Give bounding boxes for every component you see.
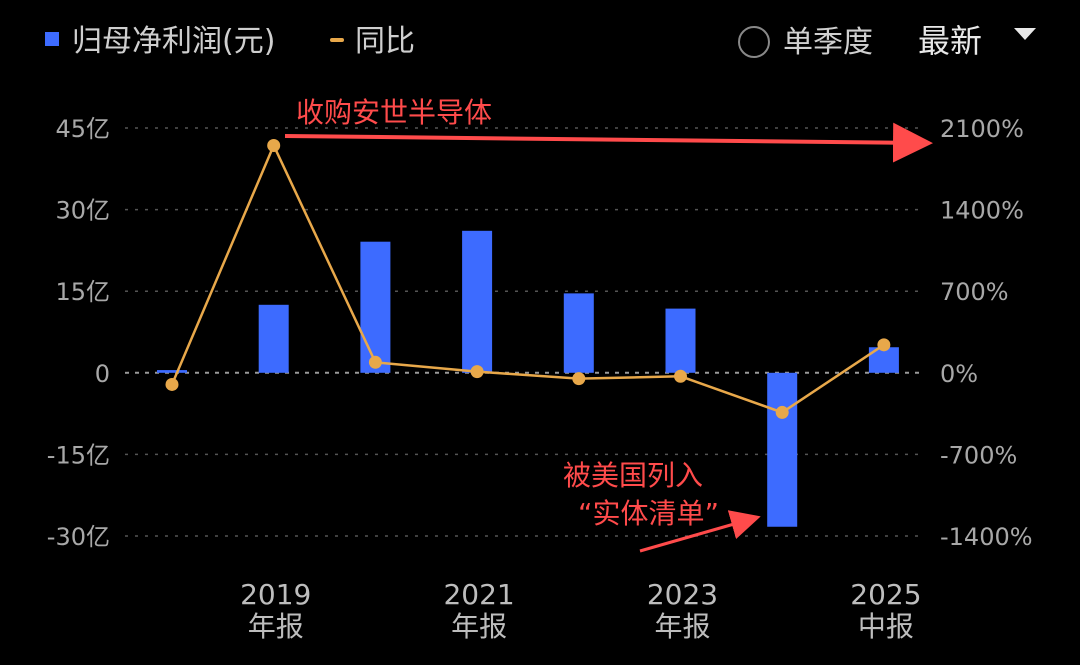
bar: [563, 293, 594, 373]
left-tick-label: -30亿: [47, 523, 110, 551]
latest-select-label: 最新: [918, 22, 982, 60]
legend-bar-swatch: [45, 32, 59, 46]
legend: 归母净利润(元) 同比: [45, 24, 415, 59]
left-tick-label: 0: [95, 360, 110, 388]
legend-line-swatch: [330, 38, 344, 42]
bar: [665, 308, 696, 373]
annotation-acquisition: 收购安世半导体: [284, 96, 933, 163]
bar: [360, 241, 391, 373]
yoy-point: [877, 338, 891, 352]
yoy-point: [470, 365, 484, 379]
quarter-toggle[interactable]: 单季度: [738, 25, 873, 60]
bar-series: [157, 230, 899, 527]
yoy-point: [165, 377, 179, 391]
right-tick-label: 1400%: [940, 197, 1024, 225]
yoy-line: [170, 142, 885, 414]
yoy-point: [674, 369, 687, 383]
yoy-point: [775, 405, 789, 419]
radio-circle-icon[interactable]: [738, 26, 770, 58]
annotation-entity-list-arrow: [639, 510, 761, 553]
legend-bar-label: 归母净利润(元): [72, 24, 275, 59]
grid-layer: [125, 127, 925, 537]
x-tick-year: 2021: [443, 578, 514, 611]
annotation-entity-list-line1: 被美国列入: [563, 459, 703, 492]
x-tick-period: 年报: [654, 610, 710, 643]
chevron-down-icon[interactable]: [1014, 28, 1036, 40]
x-tick-year: 2019: [240, 578, 311, 611]
left-tick-label: 15亿: [55, 278, 110, 306]
x-tick-period: 年报: [248, 610, 304, 643]
left-tick-label: 45亿: [55, 115, 110, 143]
left-tick-label: -15亿: [47, 441, 110, 469]
annotation-entity-list-line2: “实体清单”: [578, 497, 719, 530]
left-axis-ticks: 45亿 30亿 15亿 0 -15亿 -30亿: [47, 115, 110, 551]
legend-line-label: 同比: [355, 24, 415, 59]
line-series: [165, 138, 891, 419]
yoy-point: [267, 138, 281, 152]
annotation-entity-list: 被美国列入 “实体清单”: [563, 459, 761, 553]
annotation-acquisition-arrow: [284, 122, 933, 163]
x-tick-year: 2023: [647, 578, 718, 611]
x-tick-period: 中报: [858, 610, 914, 643]
quarter-toggle-label: 单季度: [783, 25, 873, 60]
right-tick-label: 0%: [940, 360, 978, 388]
yoy-point: [368, 355, 382, 369]
right-axis-ticks: 2100% 1400% 700% 0% -700% -1400%: [940, 115, 1033, 551]
annotation-acquisition-text: 收购安世半导体: [296, 96, 492, 129]
right-tick-label: 2100%: [940, 115, 1024, 143]
latest-select[interactable]: 最新: [918, 22, 1036, 60]
x-tick-period: 年报: [451, 610, 507, 643]
bar: [157, 370, 187, 373]
yoy-point: [572, 372, 586, 386]
bar: [767, 372, 798, 527]
left-tick-label: 30亿: [55, 197, 110, 225]
bar: [258, 304, 289, 373]
x-tick-year: 2025: [850, 578, 921, 611]
right-tick-label: -700%: [940, 441, 1017, 469]
right-tick-label: 700%: [940, 278, 1009, 306]
right-tick-label: -1400%: [940, 523, 1033, 551]
bar: [462, 230, 493, 373]
